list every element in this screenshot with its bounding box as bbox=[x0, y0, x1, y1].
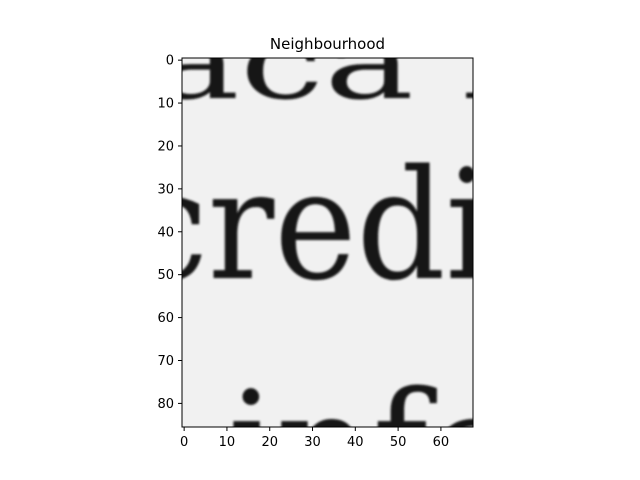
y-tick-label: 70 bbox=[157, 354, 174, 369]
y-tick-label: 80 bbox=[157, 397, 174, 412]
y-tick-label: 30 bbox=[157, 182, 174, 197]
image-plot: aca l credi info bbox=[130, 1, 518, 480]
x-tick-label: 40 bbox=[347, 435, 364, 450]
paper-background bbox=[182, 58, 473, 427]
text-fragment-bottom: info bbox=[228, 359, 518, 480]
y-axis: 0 10 20 30 40 50 60 70 80 bbox=[157, 54, 182, 412]
x-tick-label: 30 bbox=[304, 435, 321, 450]
text-fragment-top: aca l bbox=[150, 1, 510, 123]
plot-frame bbox=[181, 57, 474, 428]
x-tick-label: 0 bbox=[180, 435, 188, 450]
x-tick-label: 20 bbox=[261, 435, 278, 450]
y-tick-label: 60 bbox=[157, 311, 174, 326]
scanned-text: aca l credi info bbox=[130, 1, 518, 480]
y-tick-label: 40 bbox=[157, 225, 174, 240]
chart-title: Neighbourhood bbox=[270, 35, 385, 53]
y-tick-label: 0 bbox=[166, 54, 174, 69]
text-fragment-middle: credi bbox=[130, 137, 490, 314]
x-tick-label: 10 bbox=[219, 435, 236, 450]
y-tick-label: 50 bbox=[157, 268, 174, 283]
x-axis: 0 10 20 30 40 50 60 bbox=[180, 427, 449, 450]
x-tick-label: 60 bbox=[433, 435, 450, 450]
y-tick-label: 10 bbox=[157, 97, 174, 112]
x-tick-label: 50 bbox=[390, 435, 407, 450]
y-tick-label: 20 bbox=[157, 139, 174, 154]
